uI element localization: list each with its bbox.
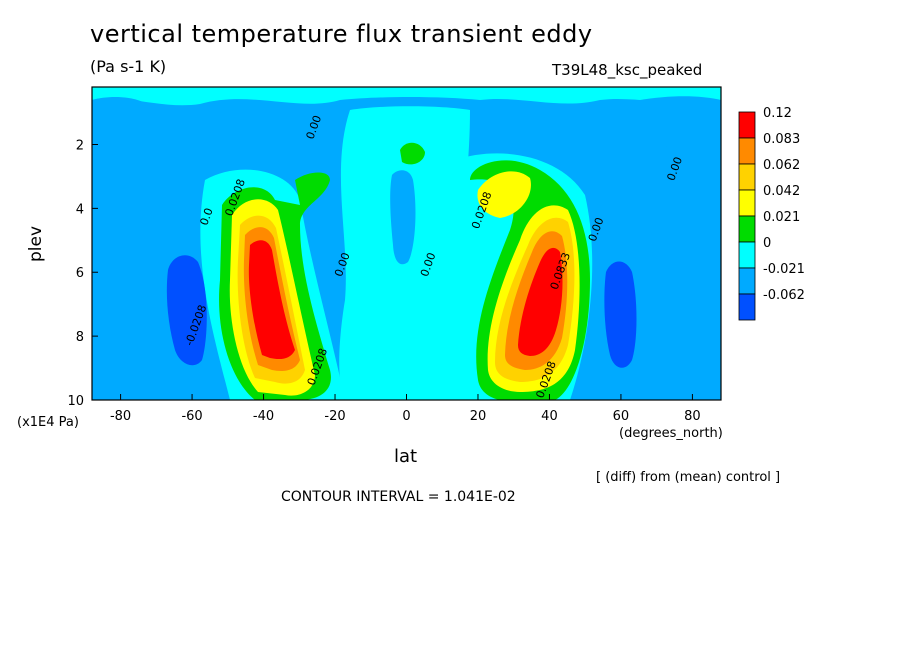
colorbar-level-label: 0.12 xyxy=(763,106,792,121)
x-tick-label: 80 xyxy=(684,409,701,424)
colorbar-swatch xyxy=(738,137,756,165)
colorbar-swatch xyxy=(738,241,756,269)
colorbar-swatch xyxy=(738,215,756,243)
colorbar-level-label: -0.062 xyxy=(763,288,805,303)
colorbar-swatch xyxy=(738,267,756,295)
y-ticks: 2 4 6 8 10 xyxy=(67,138,98,409)
colorbar-swatch xyxy=(738,189,756,217)
colorbar-level-label: 0.083 xyxy=(763,132,800,147)
y-tick-label: 6 xyxy=(76,266,84,281)
x-tick-label: -60 xyxy=(181,409,202,424)
y-tick-label: 2 xyxy=(76,138,84,153)
contour-field xyxy=(92,87,721,400)
x-tick-label: 20 xyxy=(470,409,487,424)
colorbar-level-label: 0 xyxy=(763,236,771,251)
difference-note: [ (diff) from (mean) control ] xyxy=(596,470,781,485)
y-axis-unit: (x1E4 Pa) xyxy=(17,415,79,430)
x-tick-label: -80 xyxy=(110,409,131,424)
colorbar-level-label: -0.021 xyxy=(763,262,805,277)
x-tick-label: 40 xyxy=(541,409,558,424)
y-tick-label: 8 xyxy=(76,330,84,345)
colorbar-level-label: 0.021 xyxy=(763,210,800,225)
contour-label: 0.0 xyxy=(198,206,216,227)
contour-interval: CONTOUR INTERVAL = 1.041E-02 xyxy=(281,489,516,505)
colorbar-swatch xyxy=(738,293,756,321)
x-tick-label: -40 xyxy=(253,409,274,424)
colorbar-level-label: 0.042 xyxy=(763,184,800,199)
x-axis-unit: (degrees_north) xyxy=(619,426,723,441)
experiment-label: T39L48_ksc_peaked xyxy=(552,61,703,79)
x-ticks: -80 -60 -40 -20 0 20 40 60 80 xyxy=(110,394,701,424)
x-axis-label: lat xyxy=(394,446,418,467)
chart-title: vertical temperature flux transient eddy xyxy=(90,20,593,48)
colorbar-level-label: 0.062 xyxy=(763,158,800,173)
x-tick-label: 0 xyxy=(402,409,410,424)
colorbar-swatch xyxy=(738,163,756,191)
y-tick-label: 4 xyxy=(76,202,84,217)
colorbar-swatch xyxy=(738,111,756,139)
chart-units: (Pa s-1 K) xyxy=(90,57,167,76)
y-tick-label: 10 xyxy=(67,394,84,409)
x-tick-label: -20 xyxy=(324,409,345,424)
x-tick-label: 60 xyxy=(613,409,630,424)
colorbar: 0.12 0.083 0.062 0.042 0.021 0 -0.021 -0.062 xyxy=(738,106,805,321)
